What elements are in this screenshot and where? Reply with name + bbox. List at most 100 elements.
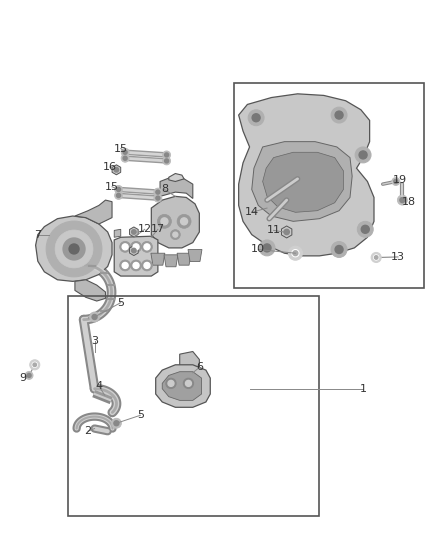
Circle shape <box>133 244 139 250</box>
Circle shape <box>123 150 127 154</box>
Circle shape <box>141 241 152 252</box>
Circle shape <box>177 214 191 228</box>
Polygon shape <box>164 255 178 267</box>
Circle shape <box>69 244 79 254</box>
Bar <box>68 296 319 516</box>
Text: 5: 5 <box>117 297 124 308</box>
Circle shape <box>357 221 373 237</box>
Circle shape <box>156 190 160 194</box>
Circle shape <box>115 185 123 193</box>
Text: 3: 3 <box>91 336 98 346</box>
Circle shape <box>335 111 343 119</box>
Polygon shape <box>180 351 199 378</box>
Circle shape <box>397 195 407 205</box>
Text: 4: 4 <box>95 381 102 391</box>
Text: 5: 5 <box>137 410 144 420</box>
Circle shape <box>252 114 260 122</box>
Text: 14: 14 <box>245 207 259 217</box>
Circle shape <box>289 246 302 260</box>
Polygon shape <box>263 152 343 212</box>
Circle shape <box>111 418 121 428</box>
Circle shape <box>32 362 37 367</box>
Circle shape <box>292 250 299 257</box>
Polygon shape <box>112 165 121 175</box>
Polygon shape <box>177 253 191 265</box>
Circle shape <box>359 151 367 159</box>
Text: 17: 17 <box>151 224 165 235</box>
Circle shape <box>248 110 264 126</box>
Polygon shape <box>169 174 184 182</box>
Circle shape <box>123 156 127 160</box>
Polygon shape <box>75 280 106 301</box>
Circle shape <box>168 381 174 386</box>
Circle shape <box>63 238 85 260</box>
Polygon shape <box>114 229 121 237</box>
Text: 8: 8 <box>161 184 168 195</box>
Circle shape <box>46 221 102 277</box>
Circle shape <box>371 253 381 262</box>
Circle shape <box>144 244 150 250</box>
Circle shape <box>374 255 379 260</box>
Circle shape <box>122 244 128 250</box>
Circle shape <box>131 248 136 253</box>
Circle shape <box>141 260 152 271</box>
Polygon shape <box>180 375 199 402</box>
Circle shape <box>131 230 136 234</box>
Circle shape <box>154 194 162 202</box>
Circle shape <box>355 147 371 163</box>
Polygon shape <box>35 216 112 281</box>
Circle shape <box>133 262 139 269</box>
Circle shape <box>55 230 93 268</box>
Circle shape <box>144 262 150 269</box>
Circle shape <box>121 154 129 162</box>
Circle shape <box>92 314 97 319</box>
Polygon shape <box>188 249 202 262</box>
Polygon shape <box>162 372 201 400</box>
Polygon shape <box>151 196 199 248</box>
Circle shape <box>117 188 120 191</box>
Circle shape <box>120 260 131 271</box>
Text: 19: 19 <box>393 175 407 185</box>
Circle shape <box>120 241 131 252</box>
Text: 15: 15 <box>105 182 119 192</box>
Polygon shape <box>239 94 374 256</box>
Circle shape <box>157 214 171 228</box>
Circle shape <box>131 260 141 271</box>
Polygon shape <box>75 200 112 224</box>
Text: 9: 9 <box>19 373 26 383</box>
Polygon shape <box>252 142 352 221</box>
Circle shape <box>392 177 400 185</box>
Circle shape <box>394 180 398 183</box>
Text: 10: 10 <box>251 245 265 254</box>
Circle shape <box>154 188 162 196</box>
Circle shape <box>90 312 99 322</box>
Circle shape <box>293 251 298 256</box>
Text: 13: 13 <box>391 253 405 262</box>
Text: 11: 11 <box>267 225 281 236</box>
Circle shape <box>165 159 169 163</box>
Circle shape <box>180 218 187 225</box>
Circle shape <box>335 246 343 254</box>
Circle shape <box>25 372 33 379</box>
Text: 18: 18 <box>402 197 416 207</box>
Circle shape <box>114 167 119 172</box>
Polygon shape <box>151 253 165 265</box>
Circle shape <box>131 241 141 252</box>
Text: 1: 1 <box>360 384 367 394</box>
Circle shape <box>117 193 120 197</box>
Circle shape <box>361 225 369 233</box>
Polygon shape <box>282 226 292 238</box>
Circle shape <box>161 218 168 225</box>
Circle shape <box>122 262 128 269</box>
Circle shape <box>166 378 176 389</box>
Circle shape <box>162 151 170 159</box>
Polygon shape <box>155 365 210 407</box>
Text: 6: 6 <box>196 362 203 373</box>
Circle shape <box>121 148 129 156</box>
Text: 16: 16 <box>103 162 117 172</box>
Text: 7: 7 <box>34 230 41 240</box>
Circle shape <box>165 153 169 157</box>
Polygon shape <box>130 227 138 237</box>
Circle shape <box>259 240 275 256</box>
Circle shape <box>185 381 191 386</box>
